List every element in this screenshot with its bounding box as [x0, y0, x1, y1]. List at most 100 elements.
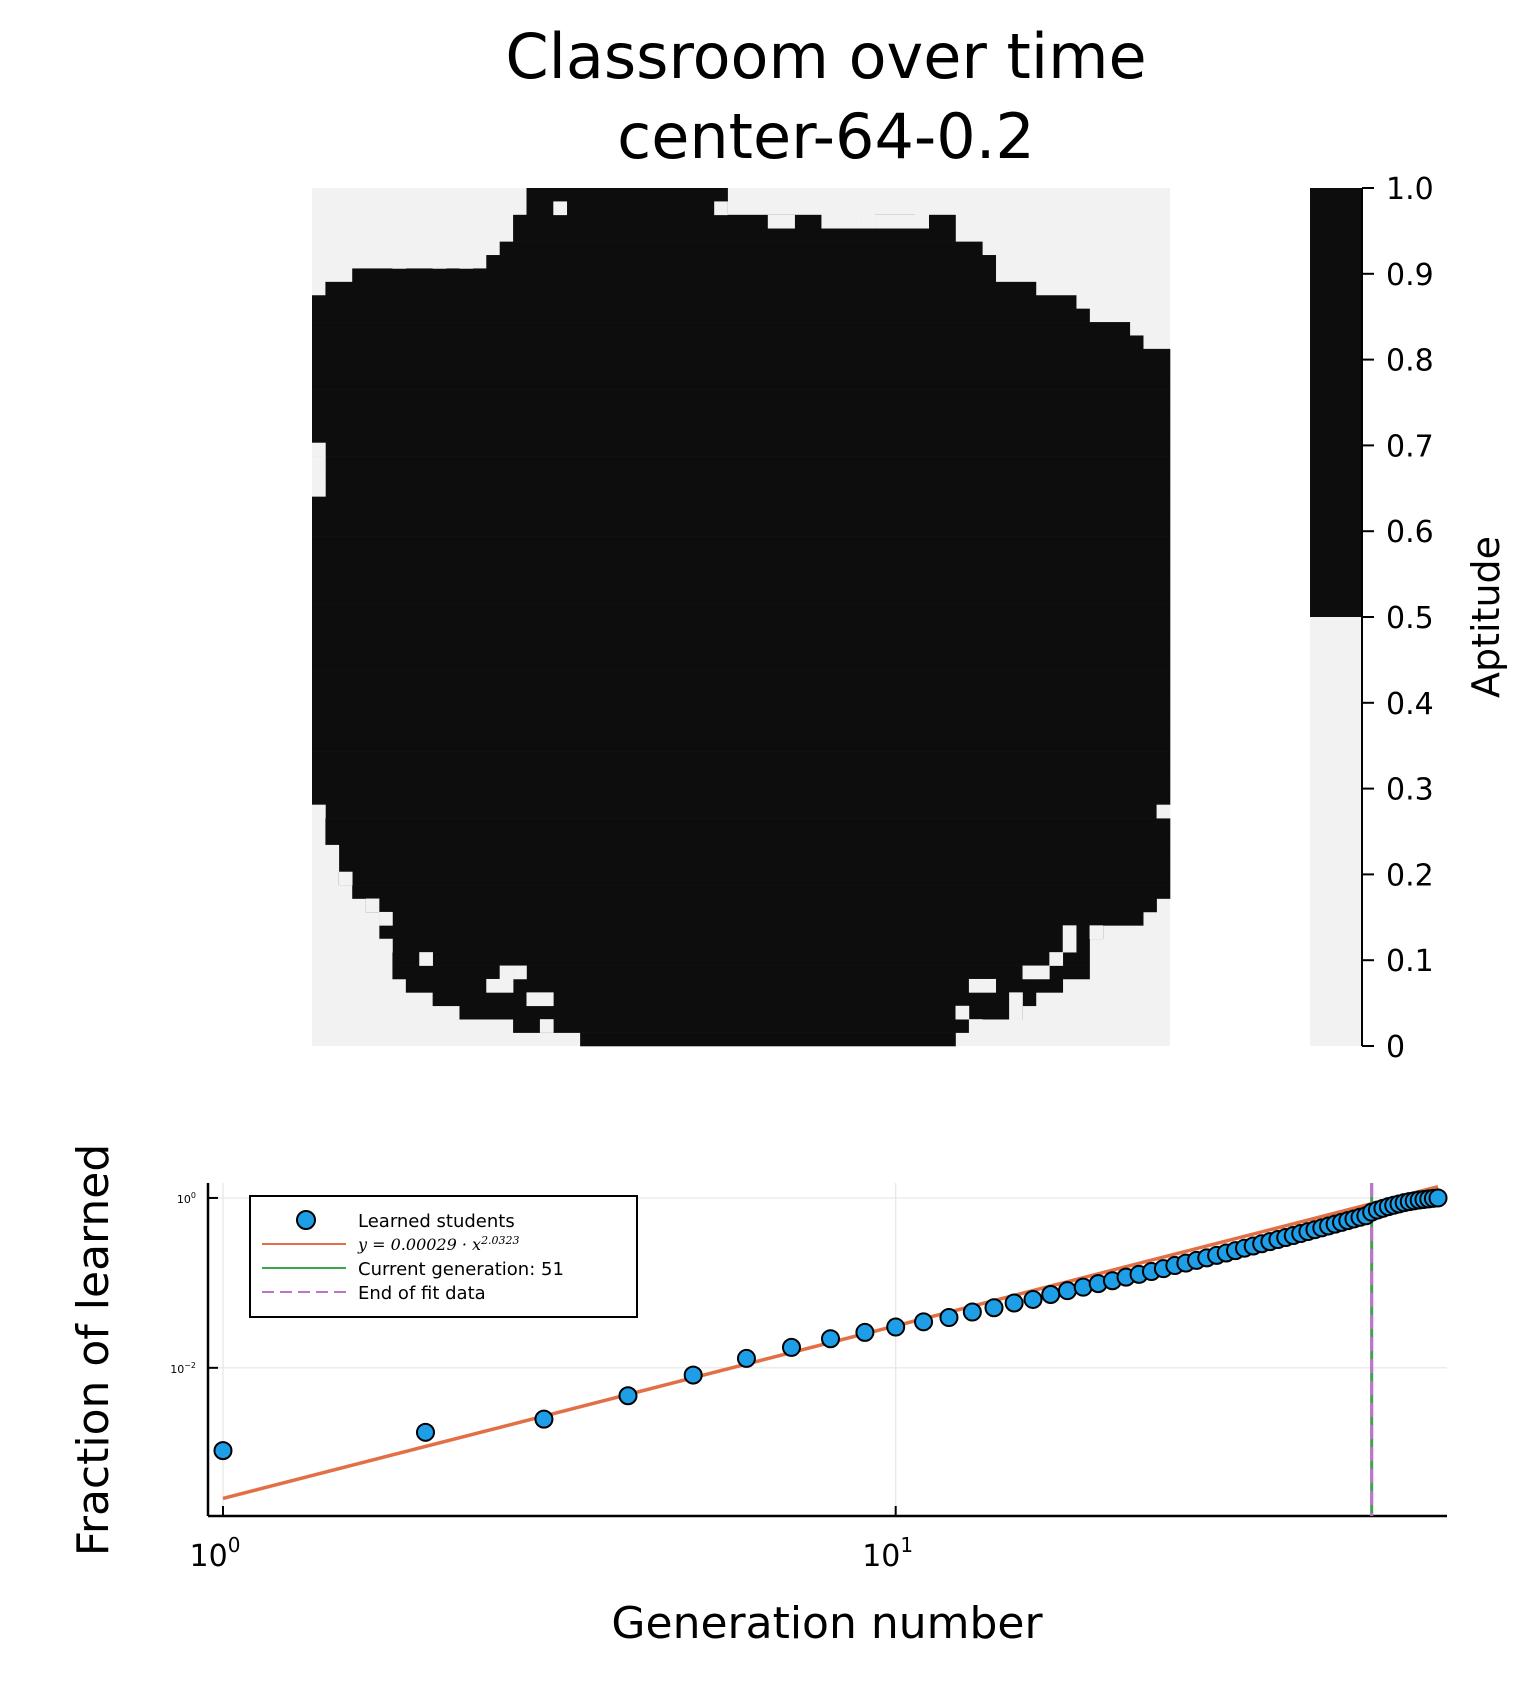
- heatmap-cell-unlearned: [499, 978, 514, 993]
- scatter-point: [534, 1409, 554, 1429]
- scatter-point: [1041, 1284, 1061, 1304]
- colorbar-tick-label: 0.3: [1386, 773, 1434, 808]
- scatter-point: [984, 1298, 1004, 1318]
- x-tick-label: 100: [190, 1533, 241, 1574]
- heatmap-row-learned: [513, 1019, 970, 1033]
- heatmap-cell-unlearned: [539, 1019, 554, 1033]
- colorbar-tick-label: 1.0: [1386, 172, 1434, 207]
- heatmap-row-learned: [486, 255, 997, 269]
- heatmap-cell-unlearned: [714, 201, 728, 216]
- heatmap-cell-unlearned: [486, 978, 500, 993]
- heatmap-row-learned: [312, 751, 1171, 765]
- heatmap-cell-unlearned: [526, 992, 541, 1007]
- heatmap-cell-unlearned: [392, 255, 407, 269]
- heatmap-cell-unlearned: [982, 978, 997, 993]
- legend: Learned students y = 0.00029 · x2.0323 C…: [249, 1195, 638, 1318]
- heatmap-row-learned: [312, 523, 1171, 537]
- heatmap-row-learned: [499, 241, 983, 256]
- heatmap-cell-unlearned: [1089, 925, 1104, 940]
- heatmap-cell-unlearned: [365, 898, 380, 913]
- legend-entry-current: Current generation: 51: [358, 1259, 564, 1280]
- heatmap-row-learned: [312, 617, 1171, 631]
- scatter-point: [1023, 1289, 1043, 1309]
- heatmap-row-learned: [312, 603, 1171, 618]
- heatmap-row-learned: [312, 710, 1171, 725]
- heatmap-row-learned: [312, 670, 1171, 685]
- heatmap-row-learned: [312, 737, 1171, 752]
- colorbar-tick-label: 0: [1386, 1030, 1405, 1065]
- colorbar-high-segment: [1310, 188, 1362, 617]
- heatmap-row-learned: [580, 1032, 956, 1047]
- heatmap-row-learned: [312, 362, 1171, 376]
- heatmap-row-learned: [459, 1005, 1023, 1020]
- colorbar-tick-label: 0.5: [1386, 601, 1434, 636]
- heatmap-row-learned: [312, 657, 1171, 671]
- heatmap-cell-unlearned: [848, 214, 862, 229]
- heatmap-row-learned: [312, 429, 1171, 444]
- heatmap-row-learned: [312, 576, 1171, 591]
- heatmap-cell-unlearned: [968, 978, 983, 993]
- heatmap-cell-unlearned: [1035, 965, 1050, 980]
- heatmap-row-learned: [312, 375, 1171, 390]
- heatmap-cell-unlearned: [312, 804, 326, 819]
- x-tick-label: 101: [862, 1533, 913, 1574]
- heatmap-row-learned: [312, 482, 1171, 497]
- colorbar-tick-label: 0.4: [1386, 687, 1434, 722]
- scatter-chart: 100 101 100 10−2 Generation number Fraction…: [68, 1144, 1448, 1649]
- heatmap-cell-unlearned: [888, 214, 903, 229]
- heatmap-row-learned: [312, 402, 1171, 417]
- heatmap-row-learned: [312, 308, 1090, 323]
- heatmap-row-learned: [312, 590, 1171, 604]
- scatter-point: [618, 1386, 638, 1406]
- heatmap-cell-unlearned: [834, 214, 849, 229]
- heatmap-row-learned: [312, 764, 1171, 779]
- colorbar-ticks: 0 0.1 0.2 0.3 0.4 0.5 0.6 0.7 0.8 0.9 1.0: [1362, 172, 1434, 1065]
- heatmap-cell-unlearned: [848, 201, 862, 216]
- heatmap-cell-unlearned: [821, 214, 836, 229]
- heatmap-row-learned: [312, 469, 1171, 484]
- heatmap-row-learned: [312, 630, 1171, 645]
- scatter-point: [683, 1365, 703, 1385]
- heatmap-row-learned: [526, 188, 728, 202]
- colorbar-tick-label: 0.1: [1386, 944, 1434, 979]
- heatmap-cell-unlearned: [915, 214, 929, 229]
- legend-entry-scatter: Learned students: [358, 1211, 515, 1232]
- heatmap-row-learned: [379, 911, 1144, 926]
- heatmap-row-learned: [513, 228, 956, 242]
- heatmap-cell-unlearned: [915, 201, 929, 216]
- heatmap-cell-unlearned: [901, 214, 916, 229]
- heatmap-cell-unlearned: [1009, 992, 1023, 1007]
- heatmap-cell-unlearned: [968, 1019, 983, 1033]
- heatmap-row-learned: [312, 777, 1171, 792]
- scatter-point: [820, 1329, 840, 1349]
- heatmap-row-learned: [432, 992, 1037, 1007]
- heatmap-cell-unlearned: [539, 992, 554, 1007]
- scatter-point: [939, 1308, 959, 1328]
- heatmap-cell-unlearned: [338, 871, 353, 886]
- heatmap-row-learned: [325, 804, 1157, 819]
- heatmap-row-learned: [312, 549, 1171, 564]
- scatter-point: [855, 1322, 875, 1342]
- colorbar-tick-label: 0.6: [1386, 515, 1434, 550]
- heatmap-cell-unlearned: [499, 965, 514, 980]
- scatter-point: [1004, 1293, 1024, 1313]
- heatmap-cell-unlearned: [781, 214, 795, 229]
- scatter-points: [213, 1188, 1448, 1461]
- heatmap-row-learned: [312, 724, 1171, 738]
- heatmap-row-learned: [526, 201, 728, 216]
- scatter-point: [736, 1348, 756, 1368]
- heatmap-row-learned: [312, 348, 1171, 363]
- y-tick-label: 100: [177, 1191, 196, 1206]
- heatmap-row-learned: [312, 643, 1171, 658]
- scatter-point: [886, 1317, 906, 1337]
- heatmap-row-learned: [312, 335, 1144, 350]
- heatmap-cell-unlearned: [365, 925, 380, 940]
- heatmap-row-learned: [312, 791, 1171, 805]
- heatmap-row-learned: [312, 536, 1171, 551]
- heatmap-row-learned: [312, 684, 1171, 698]
- heatmap-cell-unlearned: [459, 255, 474, 269]
- heatmap-row-learned: [312, 496, 1171, 511]
- heatmap-cell-unlearned: [312, 482, 326, 497]
- heatmap-row-learned: [352, 268, 997, 283]
